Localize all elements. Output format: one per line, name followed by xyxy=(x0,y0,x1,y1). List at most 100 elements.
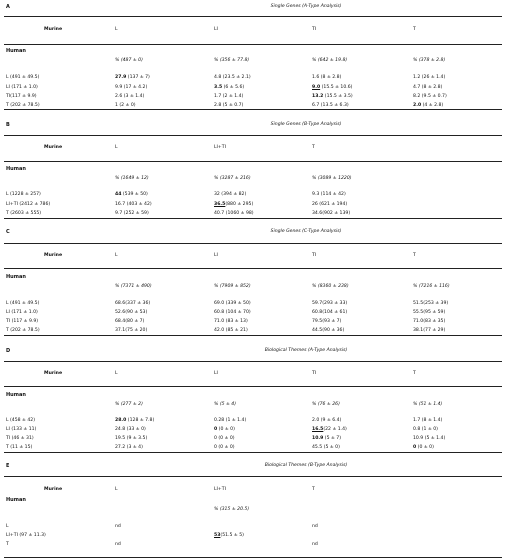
cell-value: 2.0 (9 ± 6.4) xyxy=(312,418,342,423)
cell-value: 38.1(77 ± 29) xyxy=(413,328,446,333)
cell-value: 60.8(104 ± 61) xyxy=(312,310,348,315)
highlight-value: 0 xyxy=(413,445,417,450)
table-cell: 53(51.5 ± 5) xyxy=(214,533,244,539)
cell-value: 60.8 (104 ± 70) xyxy=(214,310,251,315)
column-percentage: % (7216 ± 116) xyxy=(413,284,450,289)
column-percentage: % (8360 ± 238) xyxy=(312,284,349,289)
table-cell: 68.6(337 ± 36) xyxy=(115,301,150,307)
table-cell: 71.0 (83 ± 13) xyxy=(214,319,248,325)
table-cell: 3.5 (6 ± 5.6) xyxy=(214,85,244,91)
cell-value: 37.1(75 ± 20) xyxy=(115,328,148,333)
column-percentage: % (5 ± 4) xyxy=(214,402,237,407)
cell-value: 24.8 (33 ± 0) xyxy=(115,427,146,432)
table-cell: 59.7(293 ± 33) xyxy=(312,301,348,307)
cell-value: 59.7(293 ± 33) xyxy=(312,301,348,306)
table-cell: 27.9 (137 ± 7) xyxy=(115,75,150,81)
table-cell: 9.0 (15.5 ± 10.6) xyxy=(312,85,352,91)
column-percentage: % (51 ± 1.4) xyxy=(413,402,443,407)
murine-header: Murine xyxy=(44,487,63,492)
cell-value: (128 ± 7.8) xyxy=(126,418,155,423)
row-label: T (2603 ± 555) xyxy=(6,211,42,216)
table-rule xyxy=(4,44,502,45)
cell-value: (51.5 ± 5) xyxy=(220,533,244,538)
cell-value: (0 ± 0) xyxy=(217,427,235,432)
cell-value: 79.5(93 ± 7) xyxy=(312,319,342,324)
murine-header: Murine xyxy=(44,145,63,150)
column-percentage: % (642 ± 19.8) xyxy=(312,58,348,63)
table-cell: 1 (2 ± 0) xyxy=(115,103,136,109)
table-rule xyxy=(4,268,502,269)
column-percentage: % (7909 ± 852) xyxy=(214,284,251,289)
table-cell: 2.0 (9 ± 6.4) xyxy=(312,418,342,424)
table-cell: 44.5(90 ± 36) xyxy=(312,328,344,334)
murine-header: Murine xyxy=(44,27,63,32)
table-cell: 10.9 (5 ± 7) xyxy=(312,436,341,442)
row-label: L (491 ± 49.5) xyxy=(6,301,40,306)
column-header-li: LI xyxy=(214,253,218,258)
cell-value: (22 ± 1.4) xyxy=(323,427,347,432)
cell-value: 45.5 (5 ± 0) xyxy=(312,445,340,450)
cell-value: nd xyxy=(312,542,318,547)
cell-value: 51.5(253 ± 39) xyxy=(413,301,449,306)
table-cell: 79.5(93 ± 7) xyxy=(312,319,342,325)
cell-value: nd xyxy=(115,542,121,547)
table-title: Biological Themes (B-Type Analysis) xyxy=(264,463,348,468)
table-cell: 4.7 (8 ± 2.8) xyxy=(413,85,442,91)
column-header-t: T xyxy=(413,371,416,376)
table-cell: 2.6 (3 ± 1.4) xyxy=(115,94,144,100)
table-rule xyxy=(4,452,502,453)
table-cell: 4.8 (23.5 ± 2.1) xyxy=(214,75,251,81)
table-rule xyxy=(4,218,502,219)
column-percentage: % (487 ± 0) xyxy=(115,58,143,63)
table-cell: 44 (539 ± 50) xyxy=(115,192,148,198)
table-title: Single Genes (C-Type Analysis) xyxy=(270,229,342,234)
cell-value: 9.9 (17 ± 4.2) xyxy=(115,85,148,90)
table-cell: 60.8 (104 ± 70) xyxy=(214,310,251,316)
column-header-l: L xyxy=(115,253,118,258)
table-cell: 9.9 (17 ± 4.2) xyxy=(115,85,148,91)
cell-value: nd xyxy=(312,524,318,529)
table-rule xyxy=(4,135,502,136)
table-cell: 38.1(77 ± 29) xyxy=(413,328,446,334)
table-cell: 1.7 (2 ± 1.4) xyxy=(214,94,243,100)
table-rule xyxy=(4,161,502,162)
cell-value: 9.3 (114 ± 42) xyxy=(312,192,346,197)
table-cell: 26 (621 ± 194) xyxy=(312,202,347,208)
row-label: L xyxy=(6,524,9,529)
cell-value: 9.7 (252 ± 59) xyxy=(115,211,149,216)
table-cell: 10.9 (5 ± 1.4) xyxy=(413,436,445,442)
table-cell: 69.0 (339 ± 50) xyxy=(214,301,251,307)
highlight-value: 16.5 xyxy=(312,427,324,432)
highlight-value: 44 xyxy=(115,192,122,197)
highlight-value: 10.9 xyxy=(312,436,324,441)
table-rule xyxy=(4,243,502,244)
cell-value: 1.6 (8 ± 2.8) xyxy=(312,75,342,80)
cell-value: 2.8 (5 ± 0.7) xyxy=(214,103,244,108)
table-cell: 2.0 (4 ± 2.8) xyxy=(413,103,444,109)
table-cell: 0 (0 ± 0) xyxy=(413,445,434,451)
table-rule xyxy=(4,386,502,387)
row-label: TI (46 ± 31) xyxy=(6,436,34,441)
table-rule xyxy=(4,109,502,110)
column-header-t: T xyxy=(413,27,416,32)
cell-value: 71.0(83 ± 35) xyxy=(413,319,446,324)
highlight-value: 3.5 xyxy=(214,85,223,90)
table-letter: A xyxy=(6,4,10,10)
table-cell: 1.7 (8 ± 1.4) xyxy=(413,418,442,424)
table-cell: 68.4(80 ± 7) xyxy=(115,319,144,325)
column-header-t: T xyxy=(312,487,315,492)
row-label: T (202 ± 78.5) xyxy=(6,328,40,333)
column-percentage: % (277 ± 2) xyxy=(115,402,143,407)
table-cell: 2.8 (5 ± 0.7) xyxy=(214,103,244,109)
cell-value: 1.2 (26 ± 1.4) xyxy=(413,75,446,80)
table-cell: 8.2 (9.5 ± 0.7) xyxy=(413,94,447,100)
table-cell: 40.7 (1060 ± 98) xyxy=(214,211,254,217)
table-cell: 51.5(253 ± 39) xyxy=(413,301,449,307)
human-header: Human xyxy=(6,392,26,398)
cell-value: (15.5 ± 3.5) xyxy=(323,94,353,99)
cell-value: 4.8 (23.5 ± 2.1) xyxy=(214,75,251,80)
table-cell: 0.8 (1 ± 0) xyxy=(413,427,438,433)
cell-value: 40.7 (1060 ± 98) xyxy=(214,211,254,216)
table-cell: 28.0 (128 ± 7.8) xyxy=(115,418,155,424)
cell-value: (4 ± 2.8) xyxy=(421,103,444,108)
